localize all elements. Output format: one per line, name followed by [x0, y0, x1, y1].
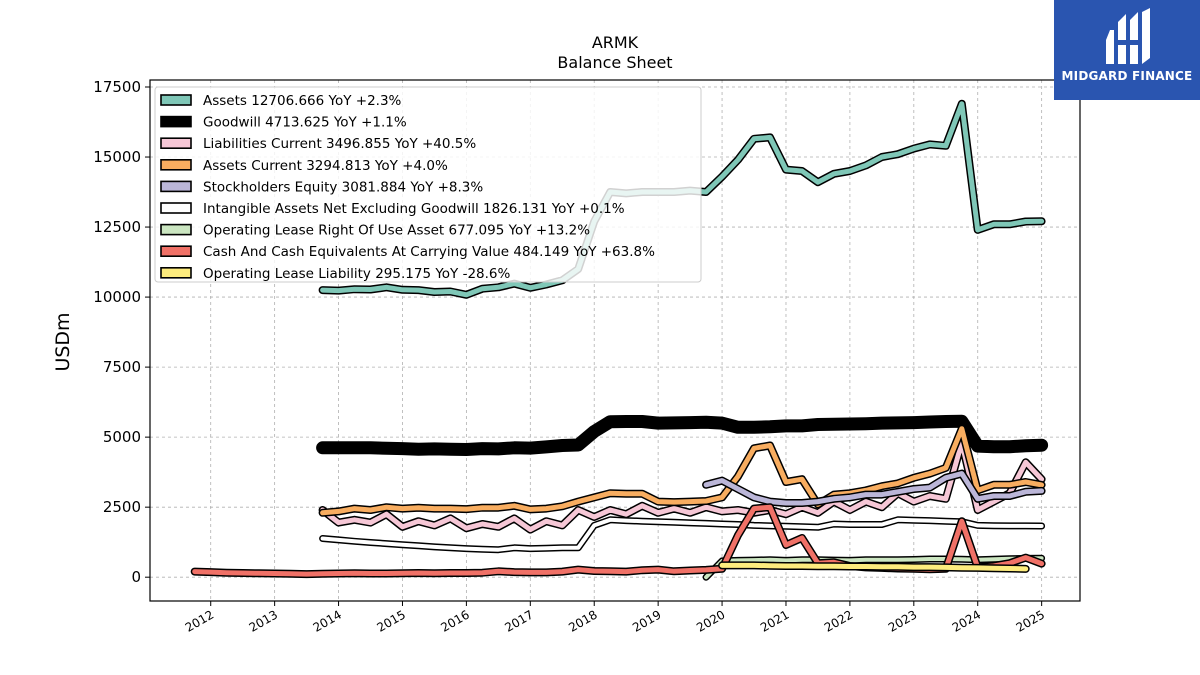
legend-swatch: [160, 245, 192, 257]
chart-subtitle: Balance Sheet: [557, 53, 672, 72]
legend-label: Liabilities Current 3496.855 YoY +40.5%: [203, 136, 476, 152]
legend-box: [154, 86, 702, 283]
legend-entry: Cash And Cash Equivalents At Carrying Va…: [160, 244, 655, 260]
series-line: [320, 440, 1045, 533]
y-tick-label: 5000: [103, 428, 141, 446]
x-tick-label: 2024: [950, 607, 983, 634]
legend-entry: Assets Current 3294.813 YoY +4.0%: [160, 158, 448, 174]
x-tick-label: 2012: [183, 607, 216, 634]
legend-swatch: [160, 223, 192, 236]
x-tick-label: 2025: [1014, 607, 1047, 634]
y-axis-label: USDm: [52, 312, 74, 371]
legend-entry: Goodwill 4713.625 YoY +1.1%: [160, 115, 407, 131]
legend-label: Assets Current 3294.813 YoY +4.0%: [203, 158, 448, 174]
x-tick-label: 2015: [375, 607, 408, 634]
midgard-monogram-icon: [1106, 8, 1150, 64]
legend-label: Cash And Cash Equivalents At Carrying Va…: [203, 244, 655, 260]
legend-swatch: [160, 137, 192, 149]
legend: Assets 12706.666 YoY +2.3% Goodwill 4713.…: [154, 86, 702, 283]
x-tick-label: 2013: [247, 607, 280, 634]
x-tick-label: 2019: [630, 607, 663, 634]
series-goodwill: [316, 414, 1049, 456]
legend-entry: Assets 12706.666 YoY +2.3%: [160, 93, 402, 109]
logo-text: MIDGARD FINANCE: [1061, 69, 1193, 83]
y-tick-label: 15000: [93, 148, 141, 166]
x-tick-label: 2021: [758, 607, 791, 634]
series-liabilities-current: [318, 438, 1046, 534]
series-line: [719, 562, 1029, 572]
x-tick-label: 2020: [694, 607, 727, 634]
series-intangible-assets-net-excluding-goodwill: [319, 516, 1046, 554]
legend-label: Operating Lease Liability 295.175 YoY -2…: [203, 266, 511, 282]
y-tick-label: 0: [131, 568, 141, 586]
series-operating-lease-right-of-use-asset: [702, 554, 1046, 581]
legend-swatch: [160, 180, 192, 193]
plot-frame: [149, 79, 1081, 602]
series-stockholders-equity: [702, 469, 1046, 507]
legend-swatch: [160, 159, 192, 171]
series-operating-lease-liability: [718, 561, 1030, 573]
legend-label: Intangible Assets Net Excluding Goodwill…: [203, 201, 625, 217]
legend-entry: Intangible Assets Net Excluding Goodwill…: [160, 201, 625, 217]
series-assets-current: [318, 424, 1046, 517]
x-tick-label: 2014: [311, 607, 344, 634]
midgard-finance-logo: MIDGARD FINANCE: [1054, 0, 1200, 100]
series-line: [320, 517, 1044, 552]
series-line: [320, 426, 1045, 516]
series-line: [317, 416, 1047, 455]
legend-label: Goodwill 4713.625 YoY +1.1%: [203, 115, 407, 131]
x-tick-label: 2017: [502, 607, 535, 634]
x-tick-label: 2022: [822, 607, 855, 634]
legend-swatch: [160, 202, 192, 214]
legend-label: Assets 12706.666 YoY +2.3%: [203, 93, 402, 109]
y-tick-label: 7500: [103, 358, 141, 376]
legend-entry: Operating Lease Liability 295.175 YoY -2…: [160, 266, 511, 282]
series-line: [703, 471, 1045, 506]
y-tick-label: 12500: [93, 218, 141, 236]
legend-entry: Operating Lease Right Of Use Asset 677.0…: [160, 223, 590, 239]
legend-swatch: [160, 266, 192, 279]
y-tick-label: 10000: [93, 288, 141, 306]
legend-entry: Liabilities Current 3496.855 YoY +40.5%: [160, 136, 476, 152]
series-lines: [190, 99, 1049, 581]
y-tick-label: 2500: [103, 498, 141, 516]
legend-swatch: [160, 94, 192, 106]
series-line: [704, 556, 1044, 580]
x-tick-label: 2016: [438, 607, 471, 634]
legend-label: Stockholders Equity 3081.884 YoY +8.3%: [203, 179, 483, 195]
chart-title: ARMK: [592, 33, 639, 52]
y-tick-label: 17500: [93, 78, 141, 96]
legend-entry: Stockholders Equity 3081.884 YoY +8.3%: [160, 179, 483, 195]
x-tick-label: 2018: [566, 607, 599, 634]
x-tick-label: 2023: [886, 607, 919, 634]
legend-label: Operating Lease Right Of Use Asset 677.0…: [203, 223, 590, 239]
legend-swatch: [160, 115, 192, 128]
